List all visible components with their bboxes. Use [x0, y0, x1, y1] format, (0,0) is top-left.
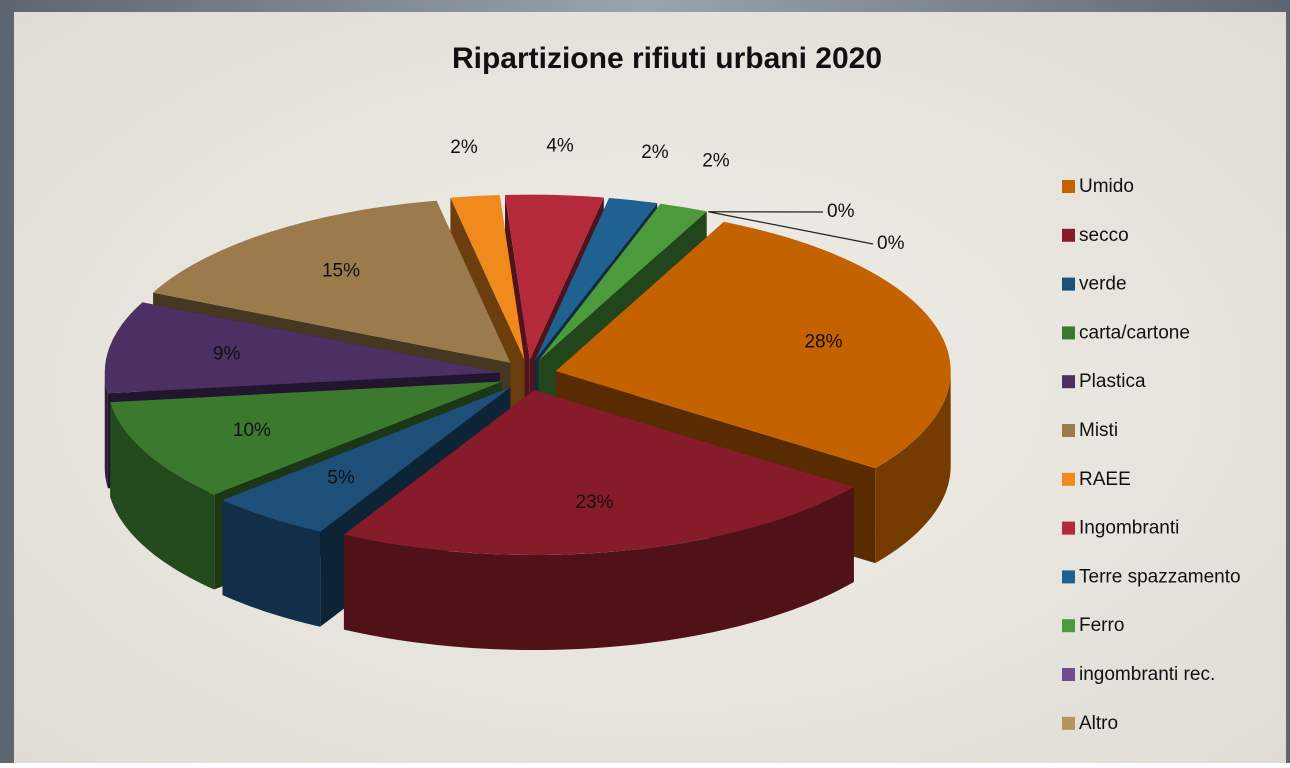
- data-label: 9%: [213, 344, 241, 365]
- data-label: 2%: [702, 151, 730, 172]
- legend-label: Ingombranti: [1079, 518, 1179, 539]
- legend-swatch: [1062, 619, 1075, 632]
- legend-label: Umido: [1079, 176, 1134, 197]
- legend-label: carta/cartone: [1079, 322, 1190, 343]
- legend-swatch: [1062, 424, 1075, 437]
- legend-swatch: [1062, 570, 1075, 583]
- legend-label: Plastica: [1079, 371, 1146, 392]
- data-label: 2%: [641, 142, 669, 163]
- data-label: 23%: [576, 492, 614, 513]
- data-label: 28%: [804, 331, 842, 352]
- legend-swatch: [1062, 717, 1075, 730]
- legend-label: Ferro: [1079, 615, 1124, 636]
- legend-swatch: [1062, 522, 1075, 535]
- legend-swatch: [1062, 473, 1075, 486]
- legend-swatch: [1062, 180, 1075, 193]
- legend-label: ingombranti rec.: [1079, 664, 1215, 685]
- data-label: 10%: [233, 420, 271, 441]
- legend-swatch: [1062, 326, 1075, 339]
- legend-label: Altro: [1079, 713, 1118, 734]
- data-label: 0%: [827, 201, 855, 222]
- legend-label: verde: [1079, 274, 1127, 295]
- legend-swatch: [1062, 278, 1075, 291]
- legend-label: Terre spazzamento: [1079, 566, 1241, 587]
- chart-title: Ripartizione rifiuti urbani 2020: [452, 42, 882, 75]
- legend-label: RAEE: [1079, 469, 1131, 490]
- data-label: 5%: [327, 467, 355, 488]
- legend-label: Misti: [1079, 420, 1118, 441]
- data-label: 4%: [546, 136, 574, 157]
- legend-swatch: [1062, 375, 1075, 388]
- legend-label: secco: [1079, 225, 1129, 246]
- data-label: 0%: [877, 233, 905, 254]
- legend-swatch: [1062, 229, 1075, 242]
- legend-swatch: [1062, 668, 1075, 681]
- data-label: 15%: [322, 261, 360, 282]
- data-label: 2%: [450, 137, 478, 158]
